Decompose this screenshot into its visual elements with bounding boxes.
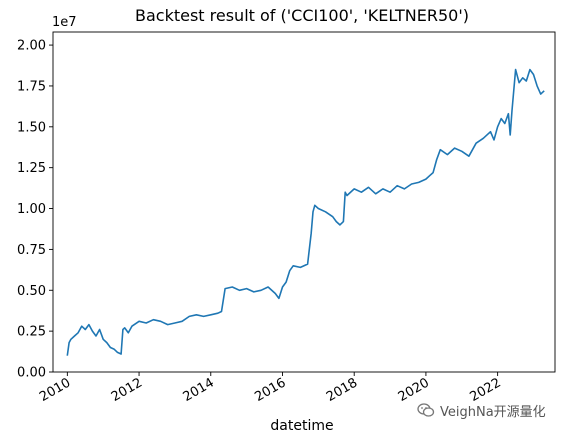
watermark-text: VeighNa开源量化 [440,404,546,420]
plot-frame [52,31,556,373]
wechat-icon [417,403,435,417]
x-tick-label: 2012 [109,375,145,405]
y-tick-label: 0.00 [17,366,46,381]
y-tick-label: 1.25 [17,161,46,176]
y-tick-label: 0.50 [17,284,46,299]
x-tick-label: 2018 [324,375,360,405]
x-axis-label: datetime [270,418,333,434]
series-line-0 [66,68,545,356]
y-tick-label: 0.25 [17,325,46,340]
x-tick-label: 2016 [252,375,288,405]
y-offset-text: 1e7 [52,15,77,30]
x-tick-label: 2014 [181,375,217,405]
y-tick-label: 1.75 [17,79,46,94]
y-tick-label: 2.00 [17,39,46,54]
watermark: VeighNa开源量化 [417,398,546,422]
y-tick-label: 1.00 [17,202,46,217]
y-tick-label: 1.50 [17,120,46,135]
chart-title: Backtest result of ('CCI100', 'KELTNER50… [135,6,469,25]
y-tick-label: 0.75 [17,243,46,258]
